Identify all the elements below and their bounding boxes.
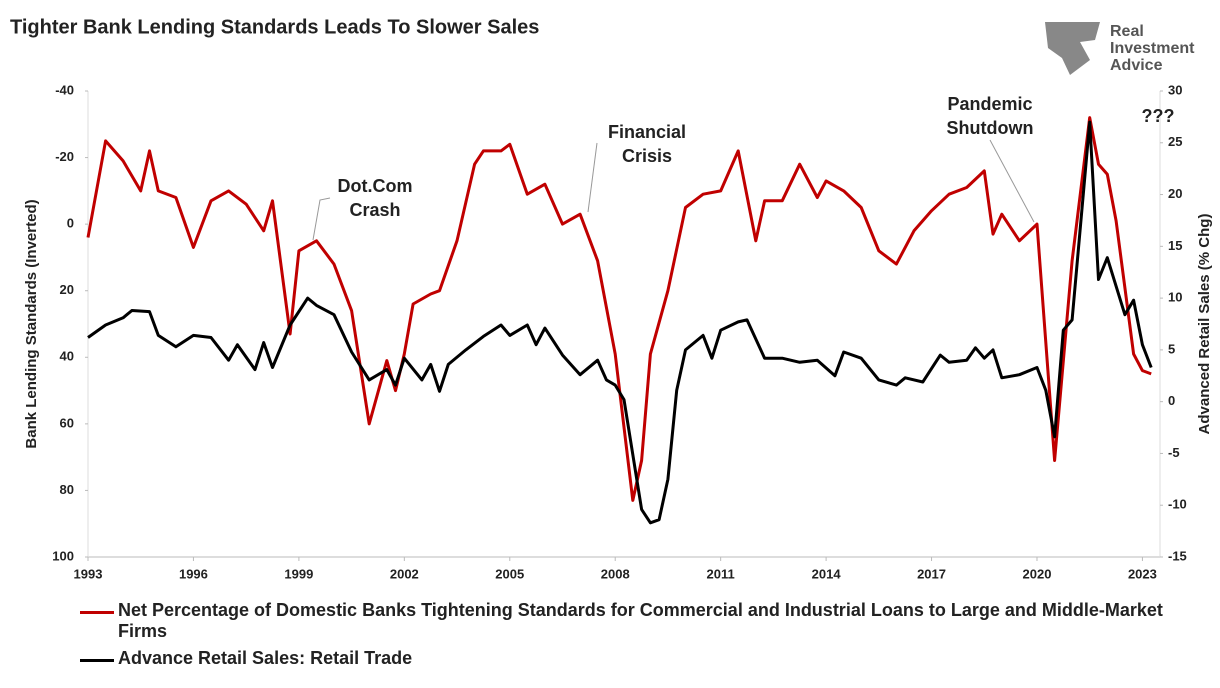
annotation: Pandemic	[947, 94, 1032, 114]
x-tick-label: 1999	[284, 566, 313, 581]
x-tick-label: 2017	[917, 566, 946, 581]
logo-text: Real	[1110, 23, 1144, 40]
x-tick-label: 2023	[1128, 566, 1157, 581]
y2-tick-label: -5	[1168, 445, 1180, 460]
annotation: Dot.Com	[338, 176, 413, 196]
leader-line	[989, 139, 1035, 223]
y-axis-label: Bank Lending Standards (Inverted)	[23, 199, 40, 448]
y2-tick-label: 0	[1168, 393, 1175, 408]
y2-axis-label: Advanced Retail Sales (% Chg)	[1196, 214, 1213, 435]
y2-tick-label: -15	[1168, 548, 1187, 563]
legend-swatch	[80, 659, 114, 662]
x-tick-label: 2020	[1023, 566, 1052, 581]
y2-tick-label: 10	[1168, 290, 1182, 305]
y2-tick-label: 15	[1168, 238, 1182, 253]
legend-label: Net Percentage of Domestic Banks Tighten…	[118, 600, 1163, 641]
x-tick-label: 2014	[812, 566, 842, 581]
series-line	[87, 120, 1153, 525]
y-tick-label: 40	[60, 349, 74, 364]
x-tick-label: 2002	[390, 566, 419, 581]
annotation: Crisis	[622, 146, 672, 166]
logo-mark	[1045, 22, 1100, 75]
x-tick-label: 1996	[179, 566, 208, 581]
leader-line	[587, 142, 598, 213]
annotation: Shutdown	[947, 118, 1034, 138]
logo-text: Investment	[1110, 40, 1195, 57]
y2-tick-label: -10	[1168, 497, 1187, 512]
annotation: Financial	[608, 122, 686, 142]
logo: Real Investment Advice	[1045, 22, 1195, 75]
y2-tick-label: 20	[1168, 186, 1182, 201]
y2-tick-label: 25	[1168, 134, 1182, 149]
y-tick-label: 80	[60, 482, 74, 497]
x-tick-label: 2011	[707, 566, 735, 581]
y2-tick-label: 30	[1168, 82, 1182, 97]
x-tick-label: 2005	[495, 566, 524, 581]
chart: Tighter Bank Lending Standards Leads To …	[10, 16, 1213, 581]
y-tick-label: -40	[55, 82, 74, 97]
x-tick-label: 2008	[601, 566, 630, 581]
legend: Net Percentage of Domestic Banks Tighten…	[80, 600, 1180, 675]
series-line	[86, 116, 1152, 502]
legend-label: Advance Retail Sales: Retail Trade	[118, 648, 413, 668]
legend-entry: Advance Retail Sales: Retail Trade	[80, 648, 1180, 669]
legend-entry: Net Percentage of Domestic Banks Tighten…	[80, 600, 1180, 642]
chart-title: Tighter Bank Lending Standards Leads To …	[10, 16, 539, 38]
y2-tick-label: 5	[1168, 341, 1175, 356]
y-tick-label: 20	[60, 282, 74, 297]
y-tick-label: -20	[55, 149, 74, 164]
y-tick-label: 0	[67, 216, 74, 231]
y-tick-label: 100	[52, 548, 74, 563]
leader-line	[312, 197, 331, 241]
annotation: ???	[1142, 106, 1175, 126]
x-tick-label: 1993	[74, 566, 103, 581]
legend-swatch	[80, 611, 114, 614]
y-tick-label: 60	[60, 415, 74, 430]
annotation-lines	[312, 139, 1035, 241]
annotation: Crash	[349, 200, 400, 220]
logo-text: Advice	[1110, 57, 1163, 74]
